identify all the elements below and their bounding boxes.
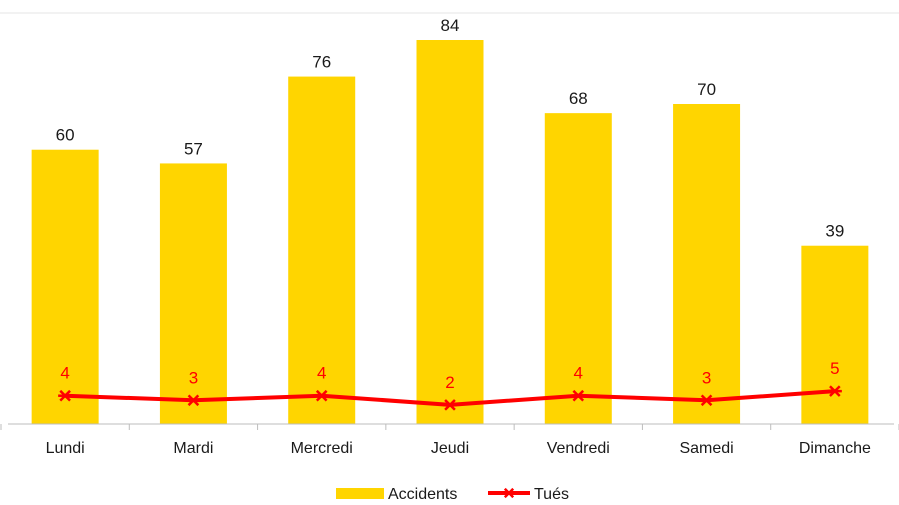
bar-jeudi <box>416 40 484 424</box>
line-value-label-dimanche: 5 <box>830 359 839 378</box>
line-marker-mardi <box>186 394 201 407</box>
legend-label-tues: Tués <box>534 486 569 503</box>
bar-value-label-samedi: 70 <box>697 80 716 99</box>
bar-mardi <box>159 163 227 424</box>
line-value-label-samedi: 3 <box>702 368 711 387</box>
line-marker-samedi <box>699 394 714 407</box>
bar-data-labels: 60 57 76 84 68 70 39 <box>56 16 845 241</box>
x-tick-label-jeudi: Jeudi <box>431 440 469 457</box>
line-value-label-mardi: 3 <box>189 368 198 387</box>
x-axis-tick-labels: Lundi Mardi Mercredi Jeudi Vendredi Samedi Dim… <box>46 440 871 457</box>
x-tick-label-lundi: Lundi <box>46 440 85 457</box>
x-tick-label-mercredi: Mercredi <box>291 440 353 457</box>
bar-mercredi <box>288 76 356 425</box>
x-axis-ticks <box>0 424 899 430</box>
bar-samedi <box>673 104 741 424</box>
x-tick-label-vendredi: Vendredi <box>547 440 610 457</box>
bar-value-label-mercredi: 76 <box>312 53 331 72</box>
line-marker-jeudi <box>443 399 457 411</box>
bar-vendredi <box>544 113 612 425</box>
bar-dimanche <box>801 245 869 424</box>
line-value-label-jeudi: 2 <box>445 373 454 392</box>
bar-value-label-dimanche: 39 <box>825 222 844 241</box>
bar-value-label-mardi: 57 <box>184 139 203 158</box>
line-value-label-mercredi: 4 <box>317 364 326 383</box>
line-marker-lundi <box>58 389 73 402</box>
line-markers <box>58 385 842 411</box>
bar-value-label-vendredi: 68 <box>569 89 588 108</box>
x-tick-label-mardi: Mardi <box>173 440 213 457</box>
bars-group <box>31 40 869 425</box>
x-tick-label-samedi: Samedi <box>679 440 733 457</box>
legend: Accidents Tués <box>336 486 569 503</box>
legend-swatch-accidents <box>336 488 384 499</box>
line-marker-mercredi <box>314 389 329 402</box>
legend-marker-tues <box>503 487 515 499</box>
bar-lundi <box>31 149 99 424</box>
line-data-labels: 4 3 4 2 4 3 5 <box>60 359 839 392</box>
bar-value-label-jeudi: 84 <box>441 16 460 35</box>
legend-asterisk-icon <box>503 487 515 499</box>
line-value-label-vendredi: 4 <box>574 364 583 383</box>
line-value-label-lundi: 4 <box>60 364 69 383</box>
legend-label-accidents: Accidents <box>388 486 457 503</box>
bar-value-label-lundi: 60 <box>56 126 75 145</box>
line-marker-dimanche <box>827 385 842 397</box>
x-tick-label-dimanche: Dimanche <box>799 440 871 457</box>
line-marker-vendredi <box>571 389 586 402</box>
